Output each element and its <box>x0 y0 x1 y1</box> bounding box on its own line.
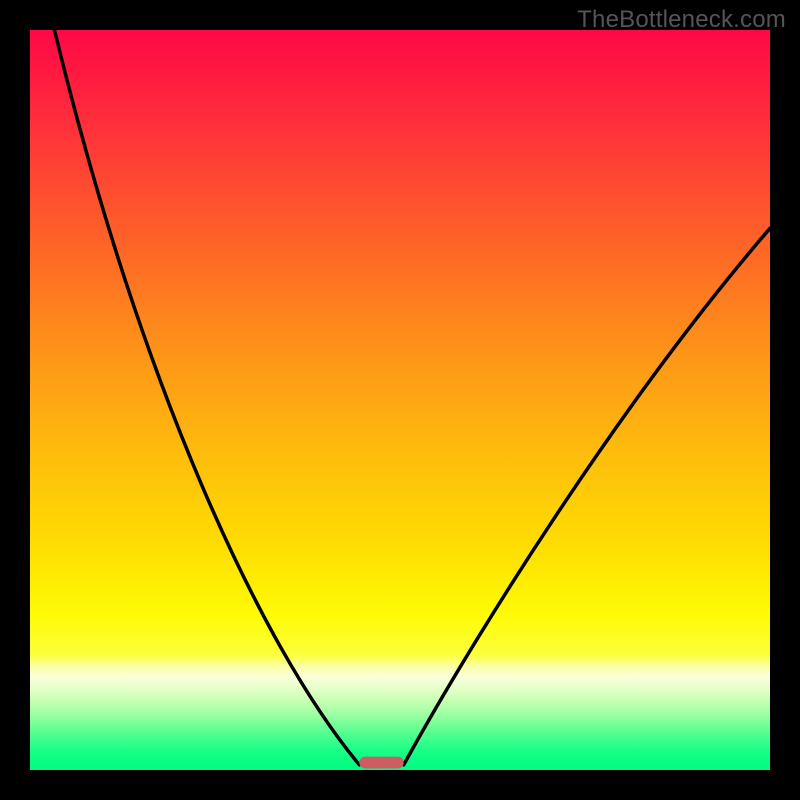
chart-container: TheBottleneck.com <box>0 0 800 800</box>
bottleneck-chart <box>0 0 800 800</box>
chart-background-gradient <box>30 30 770 770</box>
optimal-marker <box>359 757 403 769</box>
